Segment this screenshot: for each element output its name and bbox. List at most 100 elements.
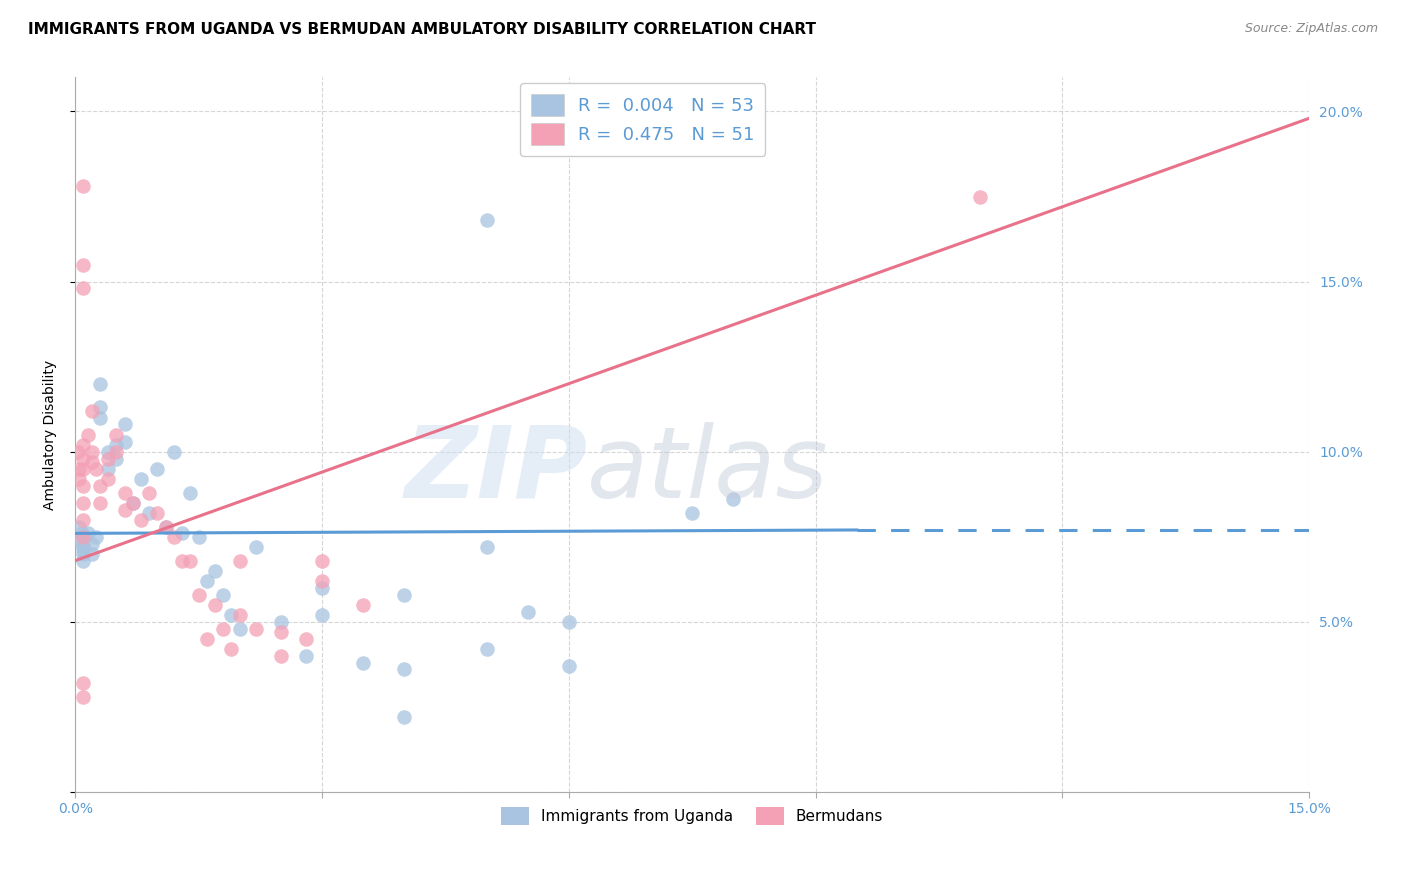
Point xyxy=(187,588,209,602)
Point xyxy=(179,553,201,567)
Point xyxy=(72,451,94,466)
Point xyxy=(681,506,703,520)
Point xyxy=(155,519,177,533)
Point xyxy=(84,530,107,544)
Point xyxy=(80,536,103,550)
Point xyxy=(97,461,120,475)
Text: atlas: atlas xyxy=(588,422,830,519)
Point xyxy=(475,540,498,554)
Point xyxy=(294,648,316,663)
Point xyxy=(245,622,267,636)
Point xyxy=(72,479,94,493)
Point xyxy=(172,553,194,567)
Point xyxy=(70,526,93,541)
Point xyxy=(311,607,333,622)
Point xyxy=(105,427,128,442)
Point xyxy=(76,427,98,442)
Point xyxy=(475,213,498,227)
Point xyxy=(89,496,111,510)
Point xyxy=(204,598,226,612)
Point xyxy=(245,540,267,554)
Point xyxy=(105,444,128,458)
Point xyxy=(89,410,111,425)
Text: IMMIGRANTS FROM UGANDA VS BERMUDAN AMBULATORY DISABILITY CORRELATION CHART: IMMIGRANTS FROM UGANDA VS BERMUDAN AMBUL… xyxy=(28,22,815,37)
Point xyxy=(558,615,581,629)
Point xyxy=(105,438,128,452)
Point xyxy=(394,710,416,724)
Point xyxy=(311,553,333,567)
Point xyxy=(221,607,243,622)
Point xyxy=(394,663,416,677)
Point xyxy=(475,642,498,657)
Point xyxy=(229,622,252,636)
Point xyxy=(558,659,581,673)
Point xyxy=(72,513,94,527)
Point xyxy=(163,444,186,458)
Point xyxy=(212,622,235,636)
Point xyxy=(969,189,991,203)
Point xyxy=(89,376,111,391)
Point xyxy=(97,444,120,458)
Point xyxy=(72,438,94,452)
Point xyxy=(97,472,120,486)
Point xyxy=(84,461,107,475)
Point xyxy=(121,496,143,510)
Text: Source: ZipAtlas.com: Source: ZipAtlas.com xyxy=(1244,22,1378,36)
Point xyxy=(66,444,89,458)
Point xyxy=(114,417,136,432)
Point xyxy=(221,642,243,657)
Point xyxy=(138,506,160,520)
Point xyxy=(129,472,152,486)
Point xyxy=(72,547,94,561)
Point xyxy=(179,485,201,500)
Point xyxy=(72,536,94,550)
Point xyxy=(67,472,90,486)
Text: ZIP: ZIP xyxy=(405,422,588,519)
Point xyxy=(311,581,333,595)
Point xyxy=(394,588,416,602)
Point xyxy=(311,574,333,588)
Point xyxy=(138,485,160,500)
Point xyxy=(229,607,252,622)
Point xyxy=(72,543,94,558)
Point xyxy=(352,656,374,670)
Legend: Immigrants from Uganda, Bermudans: Immigrants from Uganda, Bermudans xyxy=(492,797,893,834)
Point xyxy=(105,451,128,466)
Point xyxy=(155,519,177,533)
Point xyxy=(187,530,209,544)
Point xyxy=(80,547,103,561)
Point xyxy=(97,451,120,466)
Point xyxy=(204,564,226,578)
Point xyxy=(80,404,103,418)
Point xyxy=(212,588,235,602)
Point xyxy=(270,615,292,629)
Point xyxy=(516,605,538,619)
Point xyxy=(72,281,94,295)
Point xyxy=(163,530,186,544)
Point xyxy=(229,553,252,567)
Point xyxy=(114,502,136,516)
Point xyxy=(72,676,94,690)
Point xyxy=(294,632,316,646)
Point xyxy=(67,533,90,548)
Point xyxy=(72,553,94,567)
Point xyxy=(129,513,152,527)
Point xyxy=(172,526,194,541)
Point xyxy=(89,401,111,415)
Point xyxy=(72,530,94,544)
Point xyxy=(146,461,169,475)
Point xyxy=(72,540,94,554)
Point xyxy=(121,496,143,510)
Point xyxy=(195,632,218,646)
Point xyxy=(80,444,103,458)
Point xyxy=(67,461,90,475)
Point xyxy=(76,526,98,541)
Point xyxy=(352,598,374,612)
Point xyxy=(270,648,292,663)
Point xyxy=(195,574,218,588)
Point xyxy=(72,496,94,510)
Point xyxy=(72,461,94,475)
Point xyxy=(89,479,111,493)
Point xyxy=(80,455,103,469)
Point xyxy=(67,519,90,533)
